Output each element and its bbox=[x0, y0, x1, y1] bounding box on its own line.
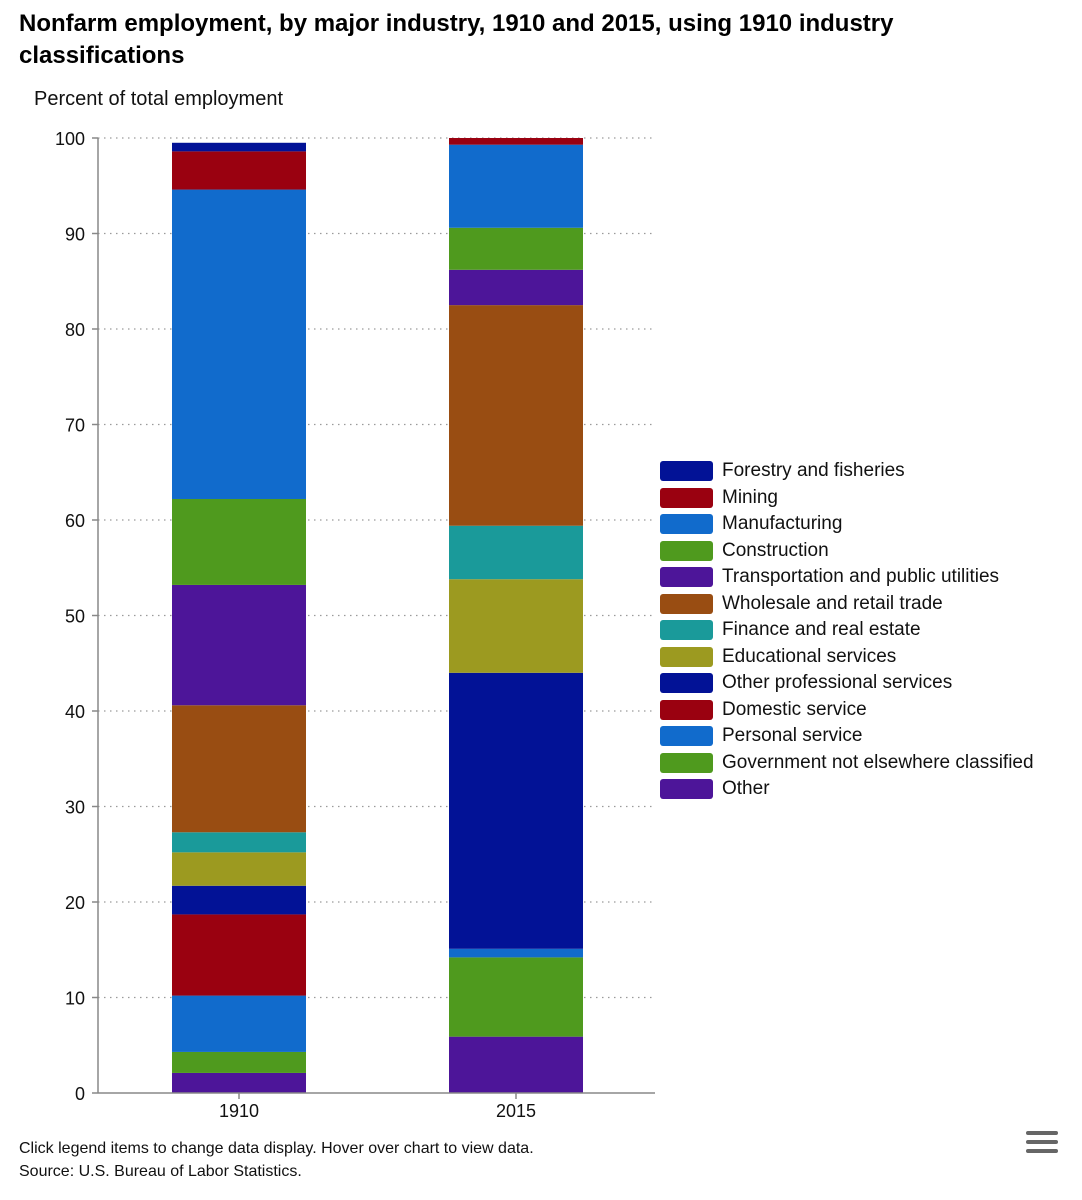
legend-item[interactable]: Construction bbox=[660, 538, 1034, 565]
y-tick-label: 30 bbox=[65, 798, 85, 818]
bar-segment[interactable]: Other: 2.1 bbox=[172, 1072, 306, 1093]
bar-segment[interactable]: Government not elsewhere classified: 8.3 bbox=[449, 957, 583, 1037]
bar-segment[interactable]: Finance and real estate: 2.1 bbox=[172, 832, 306, 853]
legend-swatch bbox=[660, 699, 713, 720]
legend-label: Domestic service bbox=[722, 698, 867, 720]
legend-item[interactable]: Personal service bbox=[660, 723, 1034, 750]
bar-segment[interactable]: Wholesale and retail trade: 13.3 bbox=[172, 705, 306, 833]
y-axis-title: Percent of total employment bbox=[34, 88, 284, 110]
bar-segment[interactable]: Construction: 9 bbox=[172, 498, 306, 585]
legend-swatch bbox=[660, 779, 713, 800]
bar-segment[interactable]: Mining: 0.7 bbox=[449, 138, 583, 145]
bar-segment[interactable]: Government not elsewhere classified: 2.2 bbox=[172, 1051, 306, 1073]
bar-segment[interactable]: Other: 5.9 bbox=[449, 1036, 583, 1093]
bar-segment[interactable]: Wholesale and retail trade: 23.1 bbox=[449, 305, 583, 526]
legend-swatch bbox=[660, 646, 713, 667]
legend-swatch bbox=[660, 726, 713, 747]
legend: Forestry and fisheries Mining Manufacturin… bbox=[660, 458, 1034, 803]
footer-source: Source: U.S. Bureau of Labor Statistics. bbox=[19, 1163, 302, 1180]
bar-segment[interactable]: Construction: 4.4 bbox=[449, 227, 583, 270]
legend-item[interactable]: Mining bbox=[660, 485, 1034, 512]
legend-item[interactable]: Other bbox=[660, 776, 1034, 803]
legend-item[interactable]: Transportation and public utilities bbox=[660, 564, 1034, 591]
footer-instructions: Click legend items to change data displa… bbox=[19, 1140, 534, 1157]
y-tick-label: 90 bbox=[65, 225, 85, 245]
legend-item[interactable]: Finance and real estate bbox=[660, 617, 1034, 644]
bar-segment[interactable]: Manufacturing: 32.4 bbox=[172, 189, 306, 499]
legend-item[interactable]: Wholesale and retail trade bbox=[660, 591, 1034, 618]
legend-label: Wholesale and retail trade bbox=[722, 592, 943, 614]
bar-segment[interactable]: Domestic service: 8.5 bbox=[172, 914, 306, 996]
legend-item[interactable]: Educational services bbox=[660, 644, 1034, 671]
legend-swatch bbox=[660, 540, 713, 561]
y-tick-label: 70 bbox=[65, 416, 85, 436]
y-tick-label: 10 bbox=[65, 989, 85, 1009]
y-tick-label: 40 bbox=[65, 702, 85, 722]
bar-segment[interactable]: Personal service: 5.9 bbox=[172, 995, 306, 1052]
legend-swatch bbox=[660, 567, 713, 588]
y-tick-label: 60 bbox=[65, 511, 85, 531]
bar-segment[interactable]: Manufacturing: 8.7 bbox=[449, 144, 583, 228]
legend-label: Forestry and fisheries bbox=[722, 460, 905, 482]
legend-swatch bbox=[660, 487, 713, 508]
legend-swatch bbox=[660, 461, 713, 482]
legend-label: Mining bbox=[722, 486, 778, 508]
legend-swatch bbox=[660, 673, 713, 694]
stacked-bar-chart: Other: 2.1Government not elsewhere class… bbox=[55, 129, 655, 1121]
legend-item[interactable]: Government not elsewhere classified bbox=[660, 750, 1034, 777]
legend-label: Other professional services bbox=[722, 672, 953, 694]
hamburger-menu-icon[interactable] bbox=[1026, 1131, 1058, 1157]
bar-segment[interactable]: Transportation and public utilities: 12.… bbox=[172, 584, 306, 706]
bar-segment[interactable]: Educational services: 9.8 bbox=[449, 579, 583, 673]
axes: 0 10 20 30 40 50 60 70 80 90 100 1910 2015 bbox=[55, 129, 655, 1121]
legend-swatch bbox=[660, 752, 713, 773]
bar-segment[interactable]: Educational services: 3.5 bbox=[172, 852, 306, 886]
legend-label: Educational services bbox=[722, 645, 897, 667]
y-tick-label: 20 bbox=[65, 893, 85, 913]
legend-item[interactable]: Domestic service bbox=[660, 697, 1034, 724]
bar-segment[interactable]: Transportation and public utilities: 3.7 bbox=[449, 269, 583, 306]
legend-swatch bbox=[660, 514, 713, 535]
legend-label: Transportation and public utilities bbox=[722, 566, 1000, 588]
legend-label: Personal service bbox=[722, 725, 863, 747]
bar-segment[interactable]: Forestry and fisheries: 0.9 bbox=[172, 142, 306, 152]
legend-label: Manufacturing bbox=[722, 513, 843, 535]
y-tick-label: 0 bbox=[75, 1084, 85, 1104]
y-tick-label: 50 bbox=[65, 607, 85, 627]
bars: Other: 2.1Government not elsewhere class… bbox=[172, 138, 583, 1093]
footer: Click legend items to change data displa… bbox=[19, 1137, 534, 1183]
legend-item[interactable]: Other professional services bbox=[660, 670, 1034, 697]
bar-segment[interactable]: Other professional services: 3 bbox=[172, 885, 306, 915]
legend-swatch bbox=[660, 620, 713, 641]
legend-label: Other bbox=[722, 778, 770, 800]
y-tick-label: 100 bbox=[55, 129, 85, 149]
bar-segment[interactable]: Finance and real estate: 5.6 bbox=[449, 525, 583, 580]
legend-swatch bbox=[660, 593, 713, 614]
chart-title: Nonfarm employment, by major industry, 1… bbox=[19, 10, 894, 69]
legend-item[interactable]: Manufacturing bbox=[660, 511, 1034, 538]
bar-segment[interactable]: Mining: 4 bbox=[172, 151, 306, 190]
bar-segment[interactable]: Other professional services: 28.9 bbox=[449, 672, 583, 949]
x-tick-label: 1910 bbox=[219, 1101, 259, 1121]
legend-label: Finance and real estate bbox=[722, 619, 921, 641]
y-tick-label: 80 bbox=[65, 320, 85, 340]
legend-label: Government not elsewhere classified bbox=[722, 751, 1034, 773]
legend-item[interactable]: Forestry and fisheries bbox=[660, 458, 1034, 485]
legend-label: Construction bbox=[722, 539, 829, 561]
x-tick-label: 2015 bbox=[496, 1101, 536, 1121]
bar-segment[interactable]: Personal service: 0.9 bbox=[449, 948, 583, 958]
